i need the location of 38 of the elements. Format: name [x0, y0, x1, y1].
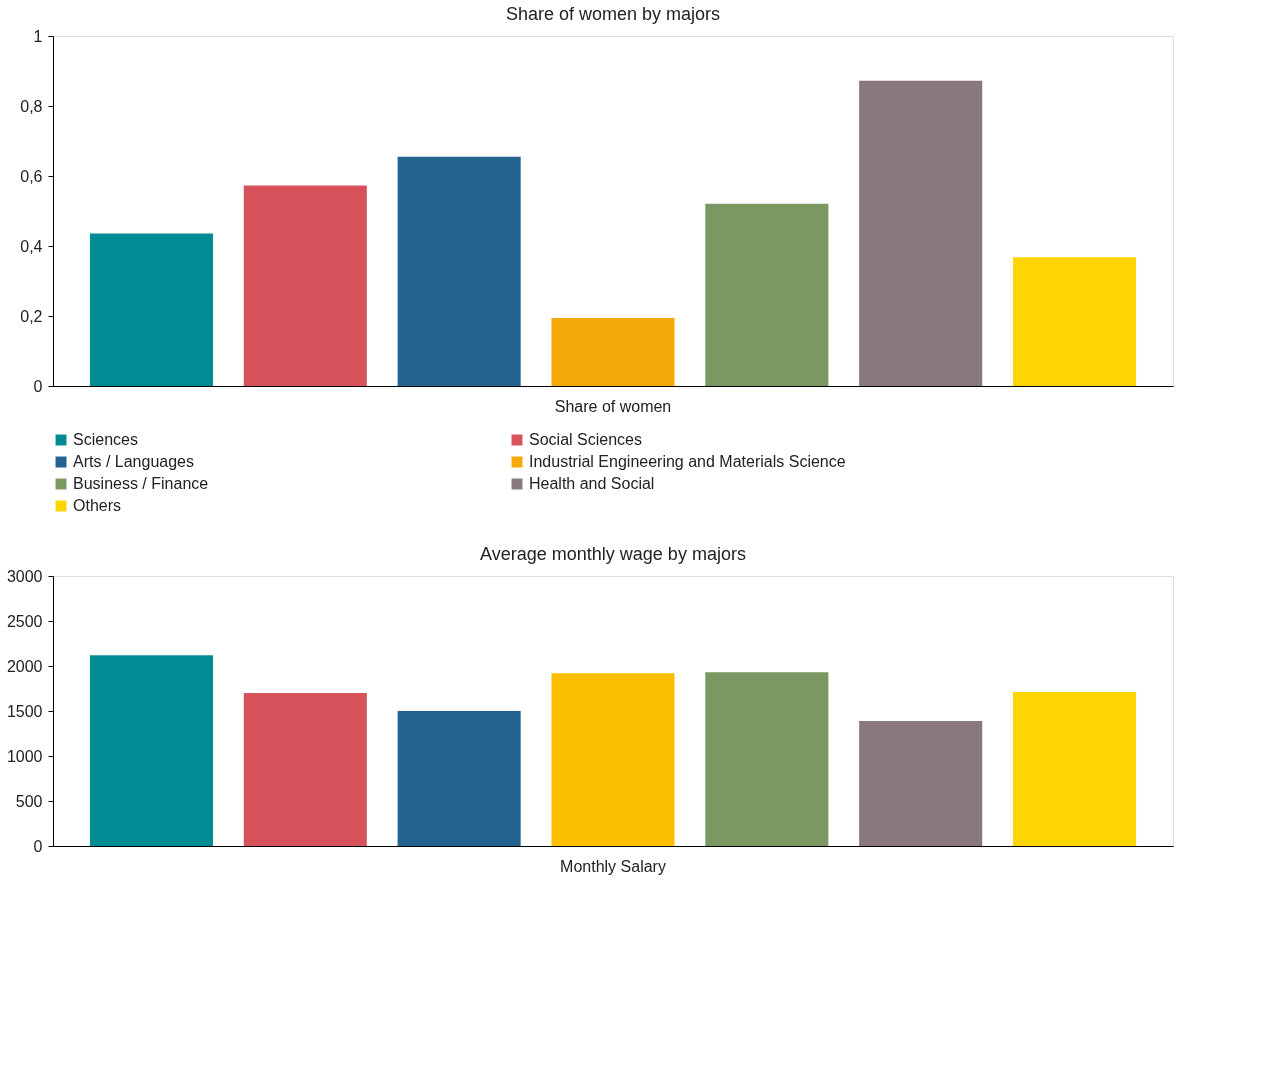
y-tick-label: 0,8 [20, 97, 43, 115]
y-tick-label: 1500 [6, 702, 43, 720]
x-tick-label: Share of women [554, 397, 672, 415]
y-tick-label: 1 [33, 27, 43, 45]
y-tick-label: 1000 [6, 747, 43, 765]
y-tick-label: 0,2 [20, 307, 43, 325]
legend-label: Arts / Languages [73, 453, 194, 470]
y-tick-label: 0 [33, 377, 43, 395]
bar [551, 318, 675, 386]
bar [705, 672, 829, 846]
bar [397, 711, 521, 846]
bar [243, 185, 367, 386]
chart-title: Average monthly wage by majors [480, 544, 746, 564]
bar [89, 233, 213, 386]
chart-title: Share of women by majors [505, 4, 721, 24]
bar [243, 693, 367, 846]
legend-label: Social Sciences [529, 431, 642, 448]
bar [397, 156, 521, 386]
bar [859, 80, 983, 386]
y-tick-label: 2000 [6, 657, 43, 675]
legend-label: Industrial Engineering and Materials Science [529, 453, 846, 470]
y-tick-label: 2500 [6, 612, 43, 630]
bar [1013, 692, 1137, 846]
y-tick-label: 0,6 [20, 167, 43, 185]
bar [551, 673, 675, 846]
bar [859, 720, 983, 846]
x-tick-label: Monthly Salary [560, 857, 666, 875]
bar [705, 203, 829, 386]
y-tick-label: 0 [33, 837, 43, 855]
bar [89, 655, 213, 846]
legend-label: Others [73, 497, 122, 514]
bar [1013, 257, 1137, 386]
y-tick-label: 500 [15, 792, 43, 810]
legend-label: Business / Finance [73, 475, 209, 492]
legend-label: Sciences [73, 431, 138, 448]
y-tick-label: 0,4 [20, 237, 43, 255]
legend-label: Health and Social [529, 475, 655, 492]
y-tick-label: 3000 [6, 567, 43, 585]
